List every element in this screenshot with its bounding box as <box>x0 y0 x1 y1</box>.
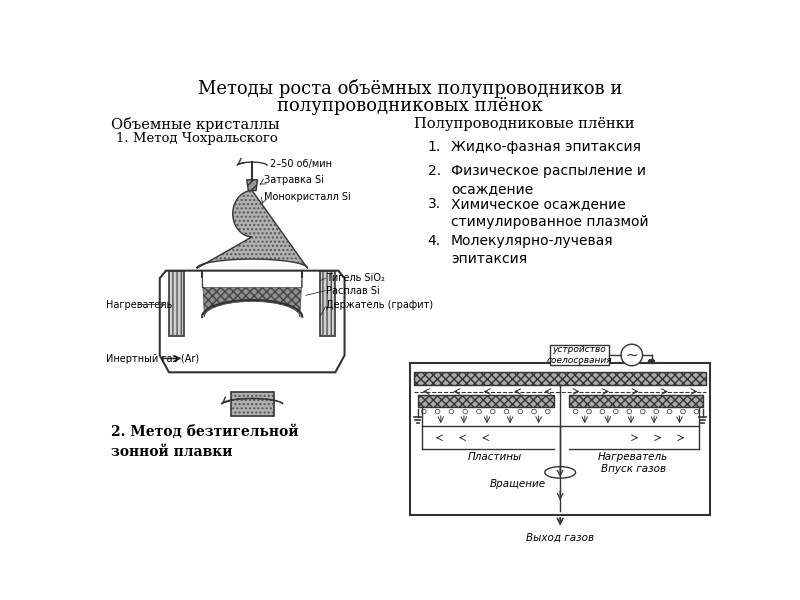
Circle shape <box>667 409 672 414</box>
Text: Методы роста объёмных полупроводников и: Методы роста объёмных полупроводников и <box>198 79 622 98</box>
Circle shape <box>504 409 509 414</box>
Text: Вращение: Вращение <box>490 479 546 489</box>
Bar <box>169 271 184 336</box>
Circle shape <box>435 409 440 414</box>
Bar <box>550 346 609 365</box>
Bar <box>570 395 702 407</box>
Bar <box>418 395 554 407</box>
Circle shape <box>532 409 536 414</box>
Bar <box>414 372 706 385</box>
Circle shape <box>422 409 426 414</box>
Circle shape <box>477 409 482 414</box>
Circle shape <box>627 409 631 414</box>
Circle shape <box>586 409 591 414</box>
Circle shape <box>574 409 578 414</box>
Text: Пластины: Пластины <box>467 452 522 462</box>
Text: Полупроводниковые плёнки: Полупроводниковые плёнки <box>414 118 634 131</box>
Text: 4.: 4. <box>428 233 441 248</box>
Text: Расплав Si: Расплав Si <box>326 286 380 296</box>
Text: Инертный газ (Ar): Инертный газ (Ar) <box>106 354 199 364</box>
Circle shape <box>518 409 522 414</box>
Polygon shape <box>246 180 258 191</box>
Bar <box>169 271 184 336</box>
Text: 2. Метод безтигельной
зонной плавки: 2. Метод безтигельной зонной плавки <box>111 425 298 458</box>
Circle shape <box>449 409 454 414</box>
Bar <box>414 372 706 385</box>
Text: Тигель SiO₂: Тигель SiO₂ <box>326 274 385 283</box>
Text: Физическое распыление и
осаждение: Физическое распыление и осаждение <box>451 164 646 196</box>
Circle shape <box>694 409 698 414</box>
Circle shape <box>463 409 467 414</box>
Circle shape <box>654 409 658 414</box>
Circle shape <box>600 409 605 414</box>
Bar <box>230 392 274 416</box>
Bar <box>410 363 710 515</box>
Text: 1.: 1. <box>428 140 441 154</box>
Circle shape <box>621 344 642 366</box>
Text: Монокристалл Si: Монокристалл Si <box>265 192 351 202</box>
Text: устройство
соелосования: устройство соелосования <box>546 345 612 365</box>
Circle shape <box>614 409 618 414</box>
Text: Химическое осаждение
стимулированное плазмой: Химическое осаждение стимулированное пла… <box>451 197 649 229</box>
Text: Нагреватель: Нагреватель <box>106 299 172 310</box>
Text: Впуск газов: Впуск газов <box>601 464 666 473</box>
Bar <box>230 392 274 416</box>
Text: полупроводниковых плёнок: полупроводниковых плёнок <box>277 97 543 115</box>
Bar <box>320 271 335 336</box>
Text: Нагреватель: Нагреватель <box>598 452 669 462</box>
Circle shape <box>490 409 495 414</box>
Bar <box>320 271 335 336</box>
Text: Объемные кристаллы: Объемные кристаллы <box>111 117 280 132</box>
Circle shape <box>546 409 550 414</box>
Circle shape <box>641 409 645 414</box>
Text: 2–50 об/мин: 2–50 об/мин <box>270 160 332 169</box>
Circle shape <box>681 409 686 414</box>
Polygon shape <box>197 191 307 268</box>
Text: Затравка Si: Затравка Si <box>265 175 324 185</box>
Bar <box>418 395 554 407</box>
Bar <box>570 395 702 407</box>
Text: 3.: 3. <box>428 197 441 211</box>
Text: Держатель (графит): Держатель (графит) <box>326 299 433 310</box>
Polygon shape <box>202 271 302 317</box>
Text: Жидко-фазная эпитаксия: Жидко-фазная эпитаксия <box>451 140 641 154</box>
Text: Молекулярно-лучевая
эпитаксия: Молекулярно-лучевая эпитаксия <box>451 233 614 266</box>
Text: Выход газов: Выход газов <box>526 533 594 543</box>
Text: ~: ~ <box>626 347 638 362</box>
Text: 2.: 2. <box>428 164 441 178</box>
Text: 1. Метод Чохральского: 1. Метод Чохральского <box>116 133 278 145</box>
